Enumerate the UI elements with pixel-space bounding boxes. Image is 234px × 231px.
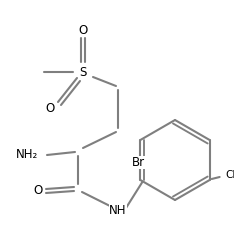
- Text: NH: NH: [109, 204, 127, 216]
- Text: O: O: [33, 183, 43, 197]
- Text: S: S: [79, 66, 87, 79]
- Text: O: O: [78, 24, 88, 36]
- Text: O: O: [45, 101, 55, 115]
- Text: Br: Br: [132, 156, 145, 169]
- Text: CH₃: CH₃: [226, 170, 234, 180]
- Text: NH₂: NH₂: [16, 149, 38, 161]
